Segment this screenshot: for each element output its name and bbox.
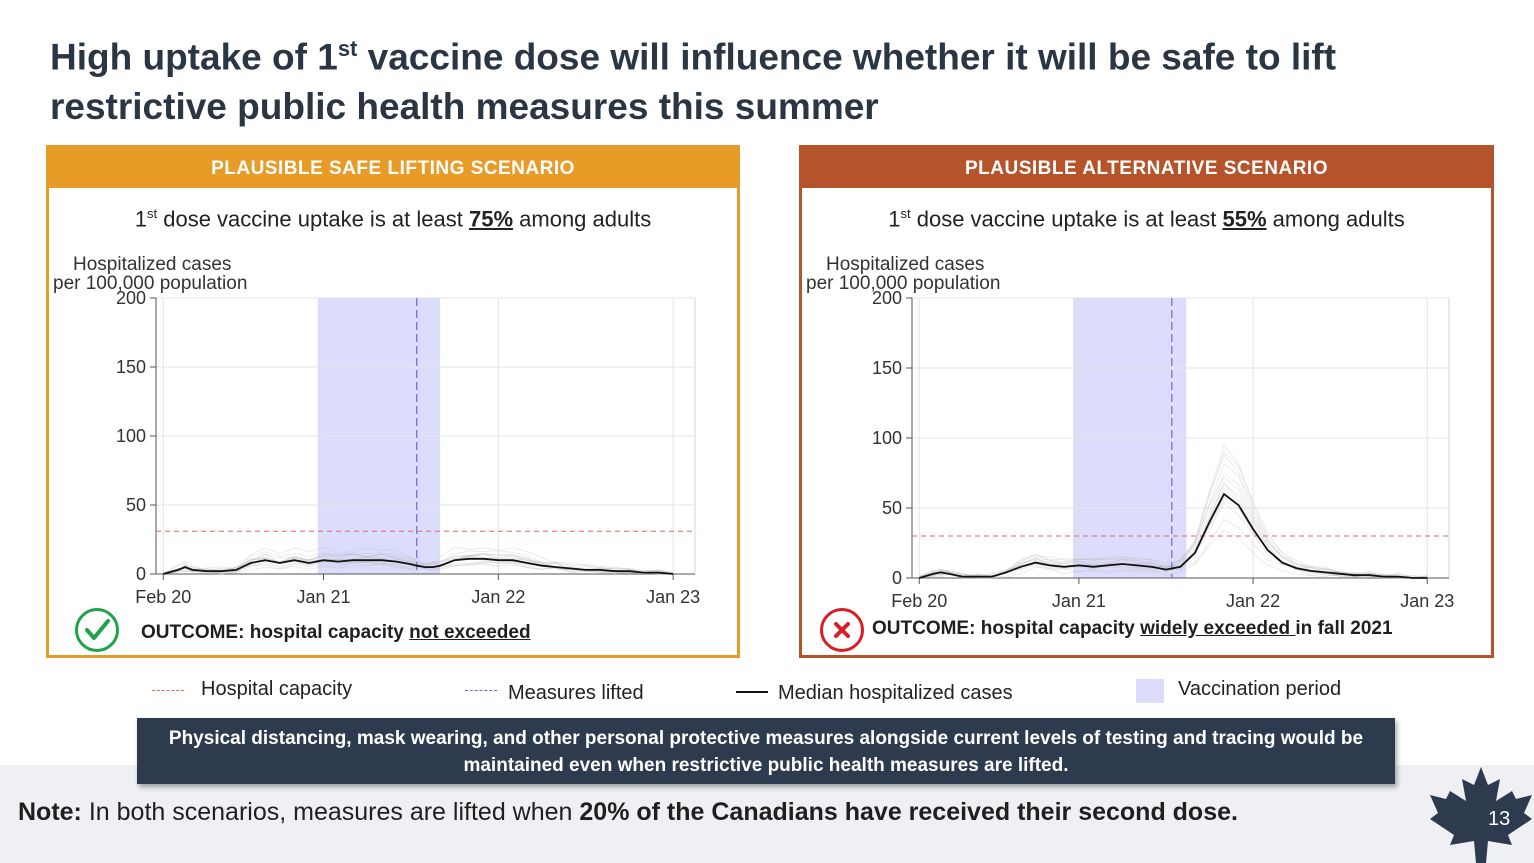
legend-hospital-capacity: Hospital capacity: [201, 678, 353, 700]
page-number: 13: [1488, 808, 1511, 830]
y-tick-label: 50: [126, 495, 146, 515]
uptake-statement: 1st dose vaccine uptake is at least 75% …: [49, 206, 737, 232]
panel-header: PLAUSIBLE ALTERNATIVE SCENARIO: [802, 148, 1491, 188]
y-axis-label-line2: per 100,000 population: [806, 273, 1000, 294]
alternative-scenario-panel: PLAUSIBLE ALTERNATIVE SCENARIO 1st dose …: [799, 145, 1494, 658]
maple-leaf-icon: [1430, 767, 1532, 863]
uptake-percent: 55%: [1222, 206, 1267, 232]
simulation-trace: [163, 550, 674, 575]
x-tick-label: Feb 20: [135, 587, 191, 607]
panel-header: PLAUSIBLE SAFE LIFTING SCENARIO: [49, 148, 737, 188]
footer-note: Note: In both scenarios, measures are li…: [18, 798, 1238, 827]
callout-box: Physical distancing, mask wearing, and o…: [137, 718, 1395, 784]
y-tick-label: 100: [116, 426, 146, 446]
hospital-capacity-legend-line: [152, 690, 184, 691]
measures-lifted-legend-line: [465, 690, 497, 691]
simulation-trace: [919, 483, 1428, 579]
title-part1: High uptake of 1: [50, 36, 338, 78]
outcome-tail: in fall 2021: [1295, 618, 1393, 639]
outcome-text: OUTCOME: hospital capacity not exceeded: [141, 622, 531, 644]
y-axis-label-line1: Hospitalized cases: [826, 254, 984, 275]
y-tick-label: 200: [872, 288, 902, 308]
median-line: [163, 557, 674, 575]
uptake-post: among adults: [513, 206, 652, 232]
y-axis-label-line1: Hospitalized cases: [73, 254, 231, 275]
legend-median: Median hospitalized cases: [778, 682, 1013, 704]
y-axis-label-line2: per 100,000 population: [53, 273, 247, 294]
simulation-trace: [919, 499, 1428, 579]
simulation-trace: [919, 450, 1428, 579]
uptake-mid: dose vaccine uptake is at least: [157, 206, 469, 232]
y-tick-label: 0: [892, 568, 902, 588]
note-bold: 20% of the Canadians have received their…: [579, 798, 1238, 826]
simulation-trace: [919, 502, 1428, 579]
x-tick-label: Jan 21: [1052, 591, 1106, 611]
safe-scenario-panel: PLAUSIBLE SAFE LIFTING SCENARIO 1st dose…: [46, 145, 740, 658]
median-legend-line: [736, 691, 768, 693]
uptake-sup: st: [147, 206, 158, 221]
x-tick-label: Jan 22: [1226, 591, 1280, 611]
outcome-label: OUTCOME: hospital capacity: [141, 622, 410, 643]
cross-icon: [820, 608, 864, 652]
y-tick-label: 150: [116, 357, 146, 377]
note-text: In both scenarios, measures are lifted w…: [81, 798, 580, 826]
uptake-pre: 1: [134, 206, 147, 232]
uptake-post: among adults: [1266, 206, 1405, 232]
slide-title: High uptake of 1st vaccine dose will inf…: [50, 24, 1520, 132]
vaccination-legend-swatch: [1136, 679, 1164, 703]
x-tick-label: Jan 23: [646, 587, 700, 607]
uptake-statement: 1st dose vaccine uptake is at least 55% …: [802, 206, 1491, 232]
uptake-mid: dose vaccine uptake is at least: [910, 206, 1223, 232]
uptake-sup: st: [900, 206, 911, 221]
uptake-pre: 1: [888, 206, 901, 232]
simulation-trace: [919, 463, 1428, 579]
median-line: [919, 492, 1428, 579]
title-part2: vaccine dose will influence whether it w…: [50, 36, 1337, 128]
legend-measures-lifted: Measures lifted: [508, 682, 644, 704]
simulation-trace: [919, 519, 1428, 579]
outcome-text: OUTCOME: hospital capacity widely exceed…: [872, 618, 1393, 640]
outcome-highlight: widely exceeded: [1140, 618, 1296, 639]
outcome-label: OUTCOME: hospital capacity: [872, 618, 1141, 639]
x-tick-label: Jan 21: [297, 587, 351, 607]
x-tick-label: Jan 22: [471, 587, 525, 607]
note-label: Note:: [18, 798, 82, 826]
simulation-trace: [919, 444, 1428, 579]
simulation-trace: [163, 546, 674, 575]
uptake-percent: 75%: [468, 206, 514, 232]
outcome-highlight: not exceeded: [409, 622, 531, 643]
x-tick-label: Jan 23: [1400, 591, 1454, 611]
y-tick-label: 0: [136, 564, 146, 584]
y-tick-label: 50: [882, 498, 902, 518]
x-tick-label: Feb 20: [891, 591, 947, 611]
check-icon: [75, 608, 119, 652]
y-tick-label: 200: [116, 288, 146, 308]
y-tick-label: 150: [872, 358, 902, 378]
simulation-trace: [163, 561, 674, 575]
title-sup: st: [337, 36, 358, 61]
y-tick-label: 100: [872, 428, 902, 448]
legend-vaccination: Vaccination period: [1178, 678, 1342, 700]
